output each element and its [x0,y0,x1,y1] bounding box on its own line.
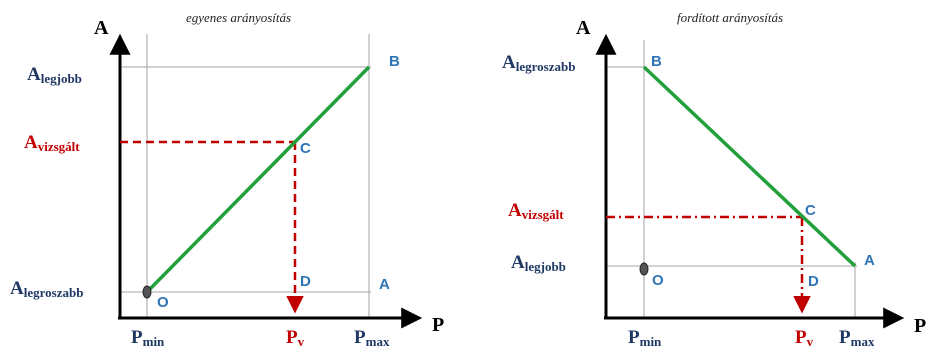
right-point-c: C [805,202,816,219]
right-x-label-pv: Pv [795,327,814,349]
left-y-axis-letter: A [94,17,109,39]
right-diagram-title: fordított arányosítás [677,10,783,25]
left-x-axis-letter: P [432,314,444,336]
right-point-a: A [864,252,875,269]
right-y-axis-letter: A [576,17,591,39]
right-x-axis-letter: P [914,315,926,337]
left-point-o: O [157,294,169,311]
left-origin-marker [142,285,152,299]
right-y-label-top: Alegroszabb [502,52,575,74]
left-x-label-pmax: Pmax [354,327,390,349]
left-x-label-pmin: Pmin [131,327,165,349]
right-point-b: B [651,53,662,70]
right-x-label-pmin: Pmin [628,327,662,349]
left-point-b: B [389,53,400,70]
right-origin-marker [639,262,649,276]
left-x-label-pv: Pv [286,327,305,349]
left-point-c: C [300,140,311,157]
right-y-label-bottom: Alegjobb [511,252,566,274]
right-y-label-mid: Avizsgált [508,200,564,222]
left-point-a: A [379,276,390,293]
left-diagram: egyenes arányosítás A P O B C D A Alegjo… [10,10,444,349]
left-y-label-mid: Avizsgált [24,132,80,154]
left-point-d: D [300,273,311,290]
right-point-d: D [808,273,819,290]
right-diagram: fordított arányosítás A P O B C D A Aleg… [502,10,926,349]
left-proportion-line [145,65,371,294]
left-diagram-title: egyenes arányosítás [186,10,291,25]
left-y-label-bottom: Alegroszabb [10,278,83,300]
left-y-label-top: Alegjobb [27,64,82,86]
right-proportion-line [642,65,857,268]
right-point-o: O [652,272,664,289]
right-x-label-pmax: Pmax [839,327,875,349]
